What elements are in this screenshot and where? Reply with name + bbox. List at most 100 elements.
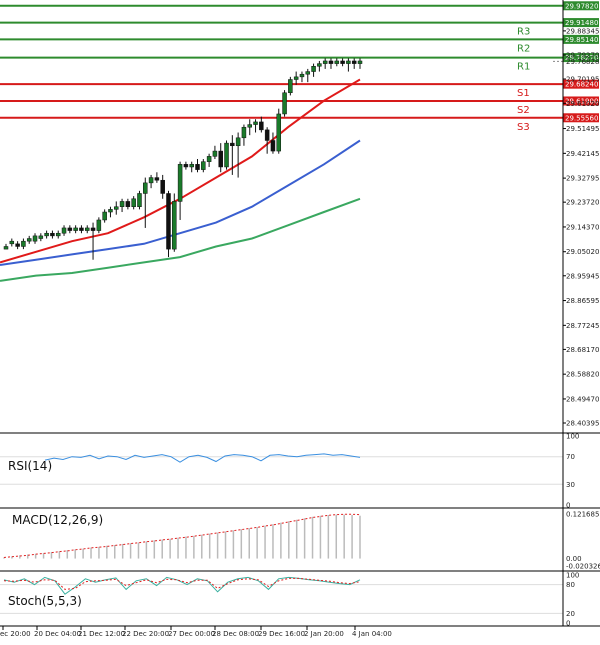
price-tick-label: 28.77245 xyxy=(566,322,599,330)
rsi-line xyxy=(44,453,361,463)
candle-body xyxy=(317,63,322,67)
time-tick-label: 21 Dec 12:00 xyxy=(78,630,125,638)
candle-body xyxy=(195,164,200,170)
candle-body xyxy=(201,161,206,170)
price-tick-label: 28.86595 xyxy=(566,297,599,305)
level-r1-label: 29.78270 xyxy=(565,54,598,62)
price-tick-label: 28.68170 xyxy=(566,346,599,354)
level-s1-label: 29.68240 xyxy=(565,81,598,89)
candle-body xyxy=(160,179,165,194)
price-tick-label: 29.32795 xyxy=(566,175,599,183)
candle-body xyxy=(79,227,84,231)
time-tick-label: 2 Jan 20:00 xyxy=(304,630,344,638)
candle-body xyxy=(55,232,61,237)
current-price-label: 29.76828 xyxy=(566,58,599,66)
candle-body xyxy=(148,177,154,184)
price-tick-label: 29.70195 xyxy=(566,75,599,83)
candle-body xyxy=(206,156,212,162)
rsi-tick-label: 100 xyxy=(566,433,579,441)
MA-blue-line xyxy=(0,139,361,266)
price-tick-label: 29.79270 xyxy=(566,51,599,59)
rsi-title: RSI(14) xyxy=(8,459,52,473)
level-r3-label-bg xyxy=(563,18,599,28)
candle-body xyxy=(102,211,107,221)
price-tick-label: 28.95945 xyxy=(566,272,599,280)
candle-body xyxy=(61,227,67,234)
time-tick-label: 4 Jan 04:00 xyxy=(352,630,392,638)
price-tick-label: 28.49470 xyxy=(566,395,599,403)
candle-body xyxy=(3,246,9,250)
candle-body xyxy=(137,193,142,207)
candle-body xyxy=(282,92,287,115)
level-name-r2: R2 xyxy=(517,43,530,54)
candle-body xyxy=(73,227,78,231)
candle-body xyxy=(340,60,345,64)
level-name-r3: R3 xyxy=(517,27,530,38)
price-tick-label: 29.23720 xyxy=(566,199,599,207)
candle-body xyxy=(230,142,235,147)
level-r3-label: 29.91480 xyxy=(565,19,598,27)
candle-body xyxy=(32,235,38,242)
candle-body xyxy=(288,79,293,94)
candle-body xyxy=(143,182,148,194)
candle-body xyxy=(235,137,241,147)
candle-body xyxy=(247,124,252,128)
MA-green-line xyxy=(0,197,361,282)
price-tick-label: 29.42145 xyxy=(566,150,599,158)
candle-body xyxy=(15,243,20,247)
candle-body xyxy=(189,164,194,168)
candle-body xyxy=(357,60,363,64)
candle-body xyxy=(346,60,351,64)
level-name-s3: S3 xyxy=(517,122,530,133)
rsi-tick-label: 70 xyxy=(566,453,575,461)
candle-body xyxy=(44,232,49,237)
candle-body xyxy=(305,71,311,75)
level-s2-label: 29.61900 xyxy=(565,97,598,105)
stoch-k-line xyxy=(3,576,361,595)
candle-body xyxy=(299,73,305,78)
candle-body xyxy=(154,177,160,181)
candle-body xyxy=(114,206,119,210)
level-name-s1: S1 xyxy=(517,88,530,99)
candle-body xyxy=(84,227,90,231)
candle-body xyxy=(119,201,125,207)
candle-body xyxy=(224,142,229,168)
candle-body xyxy=(26,238,32,242)
price-tick-label: 29.51495 xyxy=(566,125,599,133)
candle-body xyxy=(293,76,299,80)
level-name-r1: R1 xyxy=(517,62,530,73)
candle-body xyxy=(21,240,26,247)
time-tick-label: 28 Dec 08:00 xyxy=(212,630,259,638)
candle-body xyxy=(218,150,223,168)
stoch-tick-label: 20 xyxy=(566,610,575,618)
candle-body xyxy=(131,198,136,207)
level-s3-label: 29.55560 xyxy=(565,114,598,122)
level-r1-label-bg xyxy=(563,53,599,63)
candle-body xyxy=(38,235,44,239)
candle-body xyxy=(259,121,264,131)
candle-body xyxy=(253,121,258,125)
candle-body xyxy=(270,140,276,152)
level-s1-label-bg xyxy=(563,79,599,89)
time-tick-label: 20 Dec 04:00 xyxy=(34,630,81,638)
candle-body xyxy=(166,193,171,250)
rsi-tick-label: 30 xyxy=(566,481,575,489)
rsi-tick-label: 0 xyxy=(566,502,570,510)
price-tick-label: 29.05020 xyxy=(566,248,599,256)
candle-body xyxy=(328,60,334,64)
macd-tick-label: 0.121685 xyxy=(566,511,599,519)
candle-body xyxy=(276,113,282,152)
candle-body xyxy=(351,60,357,64)
candle-body xyxy=(96,219,102,231)
candle-body xyxy=(241,126,247,139)
candle-body xyxy=(67,227,73,231)
stoch-tick-label: 0 xyxy=(566,620,570,628)
candle-body xyxy=(172,201,177,250)
candle-body xyxy=(311,66,316,72)
candle-body xyxy=(50,232,55,237)
candle-body xyxy=(264,129,270,141)
level-s2-label-bg xyxy=(563,96,599,106)
level-s3-label-bg xyxy=(563,113,599,123)
